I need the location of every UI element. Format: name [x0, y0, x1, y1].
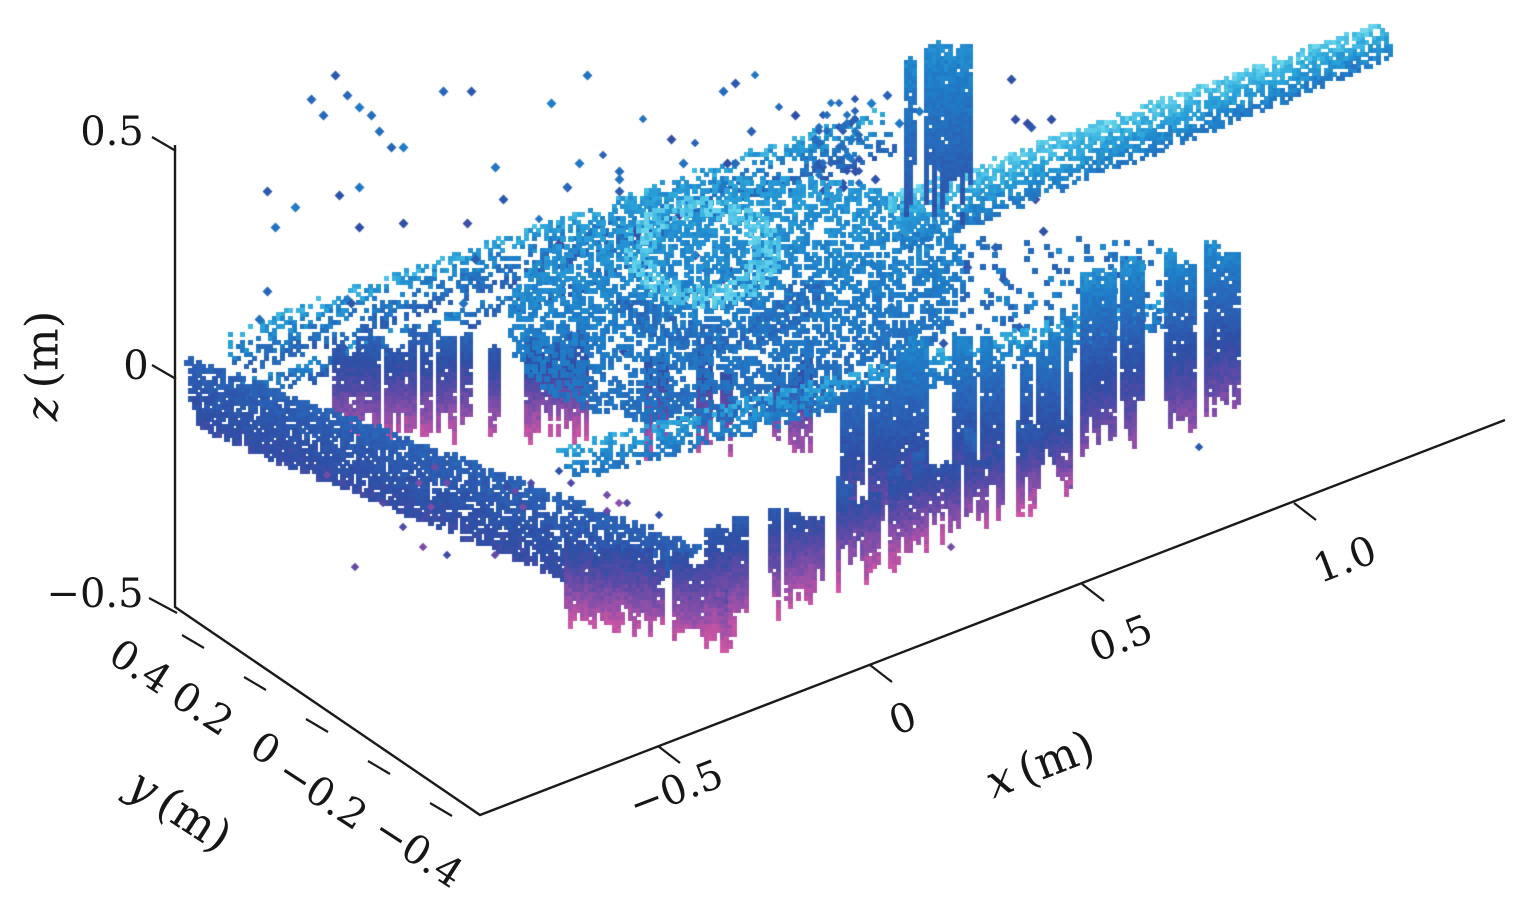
z-tick-label: 0.5: [80, 109, 144, 155]
z-axis-label: z (m): [16, 311, 69, 422]
z-tick-label: −0.5: [46, 571, 144, 617]
z-tick-label: 0: [123, 343, 149, 389]
z-axis-variable: z: [15, 397, 69, 422]
z-axis-unit: (m): [15, 310, 69, 389]
